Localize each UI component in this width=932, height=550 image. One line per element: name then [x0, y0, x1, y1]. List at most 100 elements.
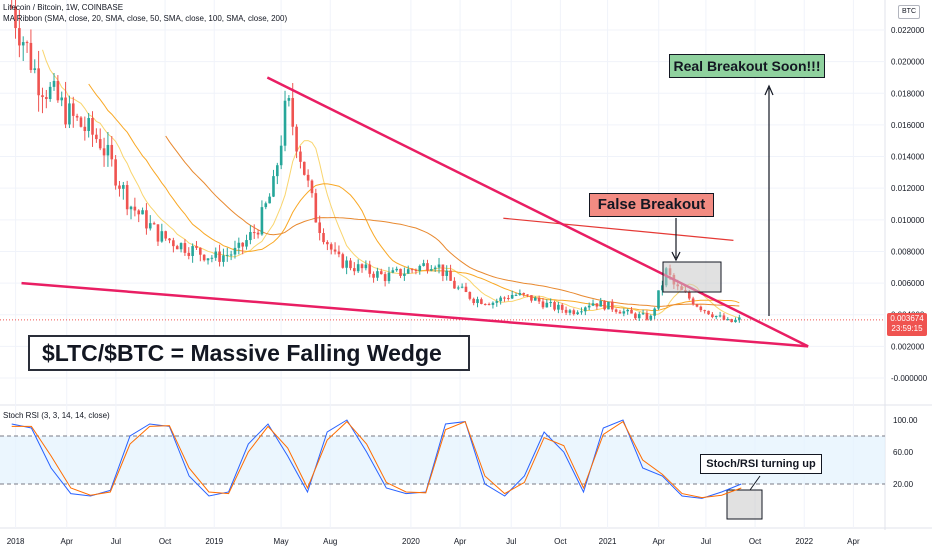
candle-body [557, 304, 560, 310]
ma-ribbon-legend[interactable]: MA Ribbon (SMA, close, 20, SMA, close, 5… [3, 14, 288, 23]
candle-body [691, 298, 695, 305]
candle-body [433, 267, 437, 270]
x-tick-label: 2022 [795, 537, 813, 546]
candle-body [68, 103, 71, 125]
candle-body [449, 270, 452, 281]
candle-body [64, 97, 67, 125]
candlestick-series [10, 0, 741, 323]
candle-body [306, 174, 310, 181]
candle-body [160, 231, 164, 242]
axes: 0.022000 0.020000 0.018000 0.016000 0.014000… [7, 26, 928, 546]
candle-body [191, 246, 194, 256]
candle-body [707, 310, 710, 315]
candle-body [279, 145, 283, 166]
candle-body [295, 126, 298, 152]
annotation-shapes [662, 84, 774, 520]
candle-body [395, 268, 398, 271]
candle-body [699, 306, 703, 311]
candle-body [187, 252, 191, 256]
candle-body [445, 270, 449, 276]
stoch-turning-label: Stoch/RSI turning up [700, 454, 822, 474]
candle-body [10, 6, 13, 8]
y-tick-label: 0.018000 [891, 89, 925, 98]
candle-body [645, 313, 649, 320]
candle-body [25, 42, 29, 44]
candle-body [487, 304, 491, 306]
candle-body [564, 309, 568, 313]
candle-body [483, 303, 487, 305]
candle-body [291, 98, 295, 127]
candle-body [129, 206, 133, 210]
candle-body [368, 264, 372, 274]
y-tick-label: 0.020000 [891, 58, 925, 67]
candle-body [549, 302, 552, 304]
candle-body [41, 95, 44, 98]
candle-body [456, 287, 460, 289]
candle-body [110, 144, 114, 160]
candle-body [91, 118, 94, 135]
candle-body [353, 268, 356, 272]
candle-body [364, 264, 368, 269]
candle-body [560, 304, 564, 310]
candle-body [210, 257, 214, 259]
false-breakout-arrowhead [671, 251, 681, 262]
candle-body [541, 301, 545, 308]
candle-body [580, 311, 583, 313]
candle-body [175, 246, 179, 250]
candle-body [195, 246, 198, 248]
x-tick-label: Apr [61, 537, 74, 546]
ma-line-ma20 [42, 49, 740, 319]
candle-body [503, 297, 506, 299]
candle-body [387, 272, 391, 282]
last-price-tag: 0.003674 23:59:15 [887, 313, 927, 336]
candle-body [518, 293, 522, 295]
currency-badge[interactable]: BTC [898, 5, 920, 19]
candle-body [333, 249, 337, 252]
candle-body [383, 274, 387, 282]
candle-body [464, 286, 468, 293]
candle-body [476, 299, 479, 304]
candle-body [553, 302, 556, 310]
candle-body [272, 176, 275, 197]
chart-title: Litecoin / Bitcoin, 1W, COINBASE [3, 3, 124, 12]
candle-body [738, 317, 741, 320]
candle-body [649, 315, 653, 320]
real-breakout-label: Real Breakout Soon!!! [669, 54, 825, 78]
candle-body [329, 244, 333, 250]
candle-body [75, 115, 79, 118]
main-title-annotation: $LTC/$BTC = Massive Falling Wedge [28, 335, 470, 371]
candle-body [141, 210, 144, 215]
candle-body [256, 232, 260, 235]
candle-body [453, 280, 456, 289]
candle-body [106, 144, 110, 156]
candle-body [734, 319, 737, 323]
candle-body [703, 310, 706, 312]
stoch-line-k [11, 419, 742, 499]
candle-body [441, 264, 445, 276]
stoch-label-pointer [749, 475, 761, 491]
candle-body [326, 242, 329, 245]
candle-body [222, 255, 225, 262]
candle-body [14, 6, 17, 29]
candle-body [614, 309, 618, 312]
y-tick-label: 0.014000 [891, 153, 925, 162]
candle-body [360, 264, 364, 269]
candle-body [37, 68, 40, 96]
candle-body [468, 292, 472, 299]
candle-body [568, 310, 572, 313]
candle-body [437, 264, 441, 268]
y-tick-label: 0.006000 [891, 279, 925, 288]
candle-body [287, 98, 291, 101]
candle-body [718, 315, 722, 317]
candle-body [356, 264, 360, 272]
candle-body [726, 319, 730, 321]
candle-body [430, 269, 433, 271]
y-tick-label: 0.008000 [891, 247, 925, 256]
last-price-value: 0.003674 [890, 314, 924, 323]
x-tick-label: Oct [554, 537, 567, 546]
candle-body [530, 295, 533, 301]
candle-body [260, 207, 264, 235]
candle-body [133, 206, 137, 211]
stoch-rsi-legend[interactable]: Stoch RSI (3, 3, 14, 14, close) [3, 411, 110, 420]
candle-body [345, 260, 348, 268]
